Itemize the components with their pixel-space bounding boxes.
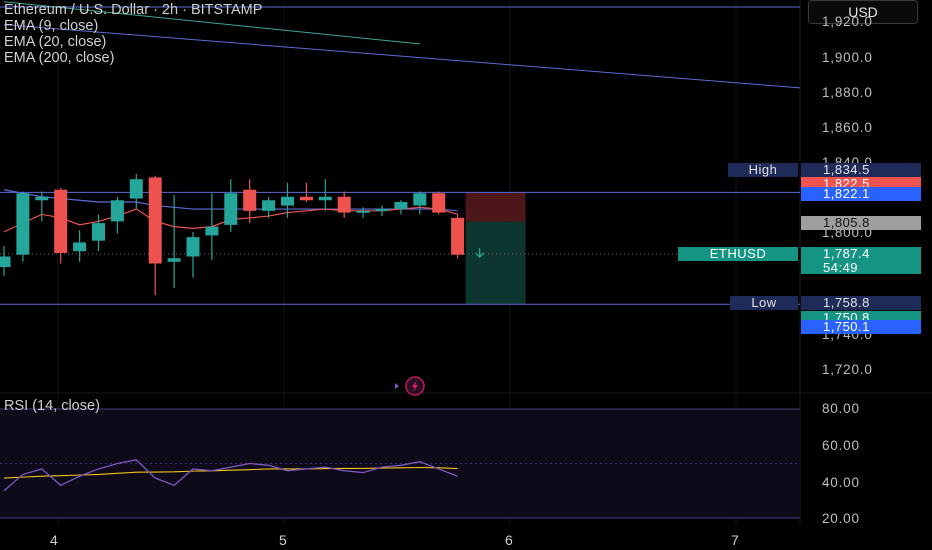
ema20-line [3, 1, 420, 45]
candle-body[interactable] [129, 179, 143, 199]
price-tick: 1,900.0 [822, 50, 873, 65]
rsi-tick: 60.00 [822, 438, 860, 453]
candle-body[interactable] [224, 193, 238, 225]
ema200-value-tag: 1,805.8 [801, 216, 921, 230]
rsi-tick: 20.00 [822, 511, 860, 526]
time-tick: 7 [731, 532, 739, 548]
candlestick-series[interactable] [0, 173, 485, 296]
price-tick: 1,920.0 [822, 14, 873, 29]
candle-body[interactable] [262, 200, 276, 211]
candle[interactable] [432, 191, 446, 215]
price-tick: 1,880.0 [822, 85, 873, 100]
ema200-legend[interactable]: EMA (200, close) [4, 50, 115, 66]
candle[interactable] [73, 230, 87, 262]
candle-body[interactable] [451, 217, 465, 255]
candle-body[interactable] [205, 226, 219, 236]
ema20-value-tag: 1,822.1 [801, 187, 921, 201]
rsi-pane[interactable] [0, 408, 800, 519]
candle-body[interactable] [16, 193, 30, 255]
candle[interactable] [54, 187, 68, 264]
candle[interactable] [205, 193, 219, 260]
candle-body[interactable] [432, 193, 446, 213]
candle[interactable] [356, 207, 370, 218]
rsi-ma-line [3, 466, 458, 479]
candle[interactable] [129, 173, 143, 210]
candle-body[interactable] [92, 223, 105, 241]
candle-body[interactable] [243, 189, 257, 211]
price-tick: 1,860.0 [822, 120, 873, 135]
candle-body[interactable] [394, 202, 408, 210]
candle-body[interactable] [299, 196, 313, 201]
high-label: High [728, 163, 798, 177]
symbol-label: ETHUSD [678, 247, 798, 261]
candle[interactable] [35, 191, 49, 222]
candle-body[interactable] [337, 196, 351, 213]
high-value-tag: 1,834.5 [801, 163, 921, 177]
candle[interactable] [262, 196, 276, 218]
position-stop-zone [465, 192, 526, 222]
candle-body[interactable] [318, 196, 332, 201]
candle[interactable] [16, 191, 30, 262]
candle-body[interactable] [54, 189, 68, 253]
candle[interactable] [110, 196, 124, 234]
candle-body[interactable] [375, 209, 389, 212]
position-target-zone [465, 221, 526, 305]
candle-body[interactable] [73, 242, 87, 252]
rsi-legend[interactable]: RSI (14, close) [4, 398, 100, 414]
rsi-tick: 80.00 [822, 401, 860, 416]
candle[interactable] [148, 175, 162, 296]
ema-low-value-tag: 1,750.1 [801, 320, 921, 334]
candle[interactable] [92, 214, 105, 252]
candle[interactable] [337, 191, 351, 218]
candle[interactable] [375, 205, 389, 217]
arrow-down-icon [475, 248, 485, 258]
candle-body[interactable] [186, 237, 200, 257]
price-tick: 1,720.0 [822, 362, 873, 377]
candle-body[interactable] [167, 258, 181, 262]
rsi-tick: 40.00 [822, 475, 860, 490]
candle[interactable] [0, 245, 11, 276]
ema9-legend[interactable]: EMA (9, close) [4, 18, 99, 34]
ema20-legend[interactable]: EMA (20, close) [4, 34, 107, 50]
candle-body[interactable] [110, 200, 124, 222]
candle-body[interactable] [148, 177, 162, 264]
last-price-tag: 1,787.4 [801, 247, 921, 261]
candle-body[interactable] [413, 193, 427, 206]
time-tick: 5 [279, 532, 287, 548]
candle[interactable] [281, 182, 294, 218]
candle[interactable] [167, 195, 181, 289]
lightning-icon[interactable] [395, 376, 425, 396]
candle[interactable] [451, 214, 465, 259]
candle[interactable] [299, 182, 313, 203]
candle[interactable] [318, 179, 332, 211]
chart-title[interactable]: Ethereum / U.S. Dollar · 2h · BITSTAMP [4, 2, 263, 18]
low-label: Low [730, 296, 798, 310]
candle-body[interactable] [356, 210, 370, 213]
candle[interactable] [413, 191, 427, 215]
rsi-line [3, 459, 458, 492]
candle[interactable] [394, 200, 408, 215]
candle-body[interactable] [281, 196, 294, 206]
candle[interactable] [243, 179, 257, 224]
candle-body[interactable] [35, 196, 49, 201]
indicator-legend: Ethereum / U.S. Dollar · 2h · BITSTAMP E… [4, 2, 262, 66]
candle-body[interactable] [0, 256, 11, 268]
candle[interactable] [224, 179, 238, 232]
candle[interactable] [186, 231, 200, 278]
time-tick: 4 [50, 532, 58, 548]
currency-button[interactable]: USD [808, 0, 918, 24]
countdown-tag: 54:49 [801, 261, 921, 275]
ema200-line [3, 24, 801, 89]
time-tick: 6 [505, 532, 513, 548]
low-value-tag: 1,758.8 [801, 296, 921, 310]
